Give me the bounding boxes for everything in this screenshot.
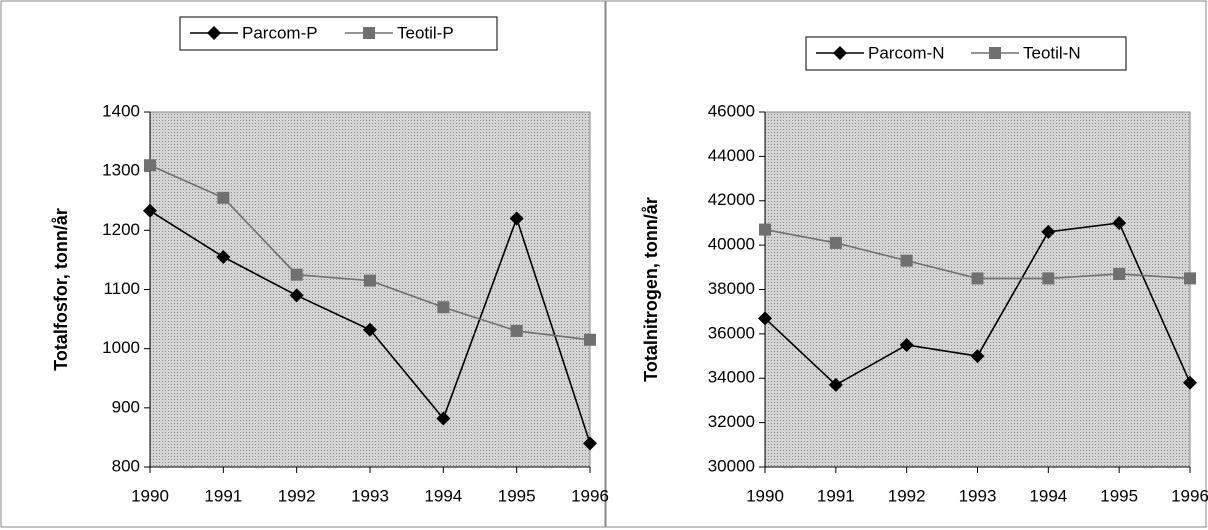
y-tick-label: 36000: [708, 323, 755, 342]
y-axis-label: Totalnitrogen, tonn/år: [641, 197, 661, 382]
legend-label: Teotil-P: [397, 23, 454, 42]
y-tick-label: 46000: [708, 101, 755, 120]
marker: [759, 223, 771, 236]
x-tick-label: 1990: [746, 486, 784, 505]
y-tick-label: 34000: [708, 368, 755, 387]
plot-area: [149, 111, 591, 468]
x-tick-label: 1994: [1029, 486, 1067, 505]
marker: [509, 211, 524, 226]
marker: [1183, 375, 1197, 390]
marker: [833, 46, 847, 60]
x-tick-label: 1996: [571, 486, 609, 505]
x-tick-label: 1993: [351, 486, 389, 505]
panel-border: [0, 0, 606, 528]
x-tick-label: 1992: [888, 486, 926, 505]
marker: [1112, 215, 1127, 230]
marker: [207, 26, 221, 40]
marker: [363, 27, 375, 39]
y-tick-label: 1200: [102, 220, 140, 239]
marker: [437, 301, 450, 314]
marker: [363, 322, 377, 337]
x-tick-label: 1994: [424, 486, 462, 505]
x-tick-label: 1996: [1171, 486, 1208, 505]
x-tick-label: 1993: [959, 486, 997, 505]
marker: [216, 249, 231, 264]
legend-label: Parcom-P: [242, 23, 318, 42]
marker: [217, 191, 230, 204]
y-tick-label: 800: [112, 456, 140, 475]
y-tick-label: 900: [112, 397, 140, 416]
x-tick-label: 1990: [131, 486, 169, 505]
x-tick-label: 1992: [278, 486, 316, 505]
marker: [989, 47, 1001, 59]
marker: [971, 272, 984, 285]
y-tick-label: 1300: [102, 161, 140, 180]
marker: [290, 268, 303, 281]
y-tick-label: 44000: [708, 146, 755, 165]
x-tick-label: 1995: [498, 486, 536, 505]
x-tick-label: 1991: [204, 486, 242, 505]
marker: [970, 349, 985, 364]
y-tick-label: 40000: [708, 235, 755, 254]
y-tick-label: 1100: [103, 279, 140, 298]
marker: [510, 324, 523, 337]
marker: [1184, 272, 1196, 285]
marker: [289, 288, 304, 303]
marker: [583, 436, 597, 451]
marker: [143, 203, 157, 218]
y-tick-label: 1000: [102, 338, 140, 357]
legend-label: Teotil-N: [1023, 43, 1081, 62]
marker: [758, 311, 772, 326]
marker: [584, 333, 596, 346]
y-tick-label: 30000: [708, 456, 755, 475]
marker: [1042, 272, 1055, 285]
y-axis-label: Totalfosfor, tonn/år: [51, 208, 71, 371]
marker: [1041, 224, 1056, 239]
x-tick-label: 1995: [1100, 486, 1138, 505]
marker: [436, 411, 451, 426]
panel-border: [605, 0, 1207, 528]
x-tick-label: 1991: [817, 486, 855, 505]
marker: [144, 159, 156, 172]
y-tick-label: 42000: [708, 190, 755, 209]
marker: [829, 236, 842, 249]
marker: [1113, 267, 1126, 280]
y-tick-label: 38000: [708, 279, 755, 298]
legend-label: Parcom-N: [868, 43, 945, 62]
y-tick-label: 1400: [102, 101, 140, 120]
plot-area: [764, 111, 1191, 468]
marker: [900, 254, 913, 267]
y-tick-label: 32000: [708, 412, 755, 431]
marker: [899, 337, 914, 352]
marker: [828, 377, 843, 392]
marker: [364, 274, 376, 287]
